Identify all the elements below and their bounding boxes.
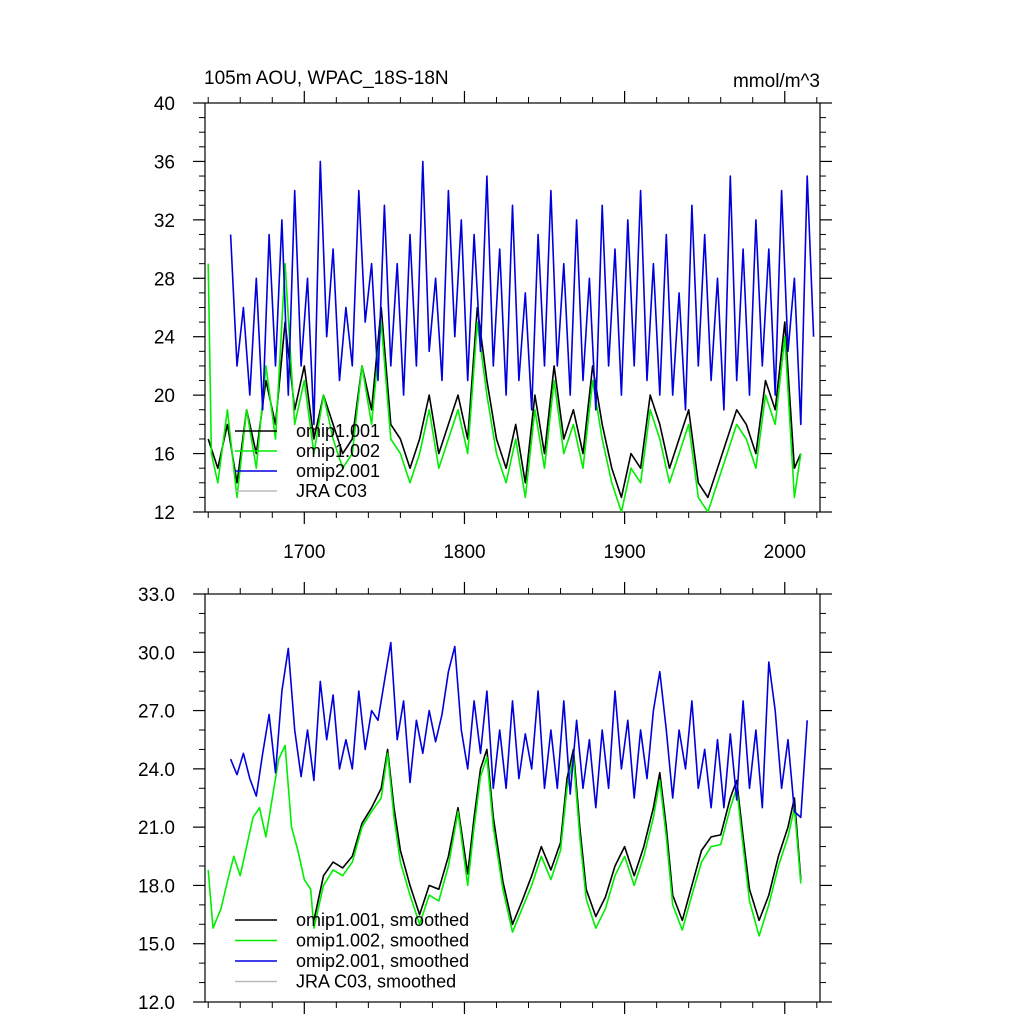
x-tick-label: 1900: [603, 542, 645, 563]
series-line: [229, 641, 808, 819]
legend-label: omip1.001, smoothed: [296, 910, 469, 930]
bottom-panel: 12.0 15.0 18.0 21.0 24.0 27.0 30.0 33.0 omip1.00…: [138, 582, 832, 1014]
y-tick-label: 12: [154, 503, 175, 524]
y-tick-label: 36: [154, 152, 175, 173]
y-tick-label: 12.0: [138, 993, 175, 1014]
y-tick-label: 18.0: [138, 876, 175, 897]
legend-label: omip1.001: [296, 421, 380, 441]
y-tick-label: 40: [154, 94, 175, 115]
y-tick-label: 24: [154, 328, 176, 349]
y-tick-label: 30.0: [138, 643, 175, 664]
chart-title: 105m AOU, WPAC_18S-18N: [204, 68, 449, 89]
y-tick-label: 33.0: [138, 585, 175, 606]
series-line: [229, 160, 815, 426]
units-label: mmol/m^3: [733, 71, 820, 92]
y-tick-label: 16: [154, 445, 175, 466]
y-tick-label: 32: [154, 211, 175, 232]
series-line: [313, 748, 802, 926]
legend-label: JRA C03, smoothed: [296, 972, 456, 992]
legend-label: JRA C03: [296, 481, 367, 501]
x-tick-label: 2000: [764, 542, 806, 563]
y-tick-label: 20: [154, 386, 175, 407]
y-tick-label: 27.0: [138, 702, 175, 723]
series-line: [207, 262, 802, 512]
x-tick-label: 1700: [283, 542, 325, 563]
legend-label: omip1.002: [296, 441, 380, 461]
legend-label: omip2.001: [296, 461, 380, 481]
y-tick-label: 24.0: [138, 760, 175, 781]
plot-frame: [204, 593, 821, 1003]
top-panel: 105m AOU, WPAC_18S-18N mmol/m^3 1700 1800…: [154, 68, 832, 563]
series-line: [207, 744, 802, 937]
series-line: [207, 306, 802, 499]
y-tick-label: 28: [154, 269, 175, 290]
x-tick-label: 1800: [443, 542, 485, 563]
y-tick-label: 21.0: [138, 818, 175, 839]
legend-label: omip2.001, smoothed: [296, 951, 469, 971]
legend-label: omip1.002, smoothed: [296, 931, 469, 951]
y-tick-label: 15.0: [138, 935, 175, 956]
